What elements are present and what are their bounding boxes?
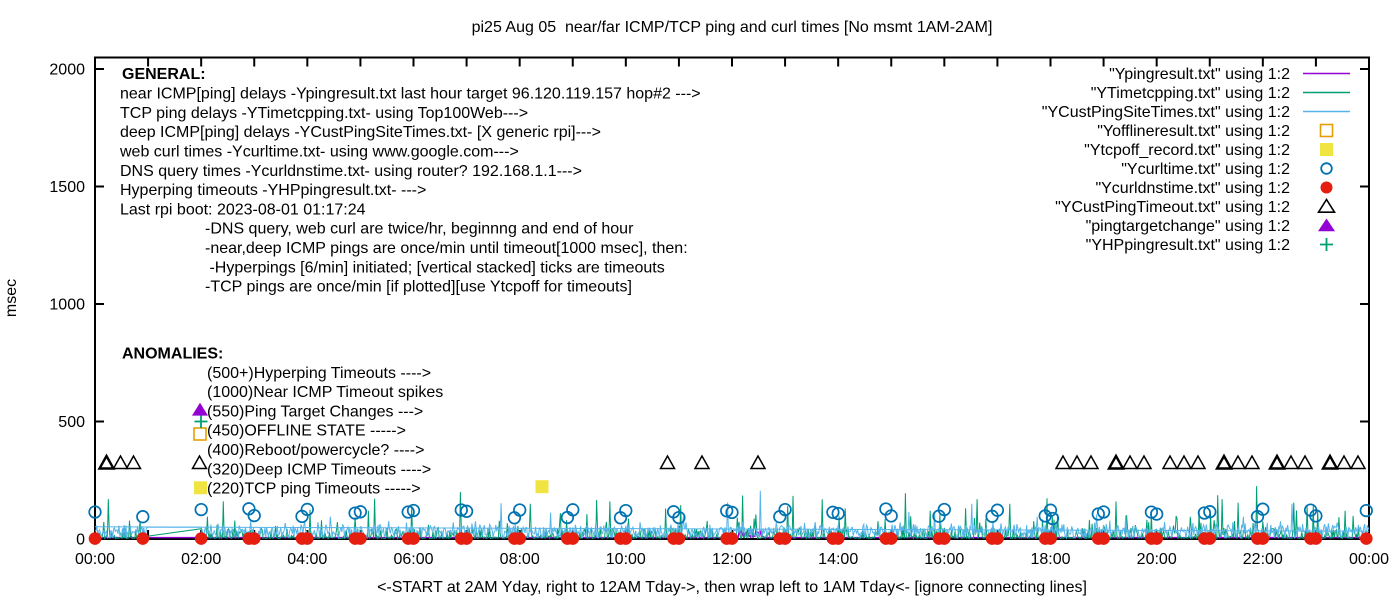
svg-text:(400)Reboot/powercycle? ---->: (400)Reboot/powercycle? ---->: [207, 442, 424, 459]
svg-text:(320)Deep ICMP Timeouts ---->: (320)Deep ICMP Timeouts ---->: [207, 461, 431, 478]
svg-text:(550)Ping Target Changes --->: (550)Ping Target Changes --->: [207, 403, 423, 420]
svg-text:msec: msec: [3, 279, 20, 317]
svg-text:"Ycurltime.txt" using 1:2: "Ycurltime.txt" using 1:2: [1121, 161, 1290, 178]
svg-text:14:00: 14:00: [818, 551, 858, 568]
svg-text:(450)OFFLINE STATE ----->: (450)OFFLINE STATE ----->: [207, 423, 406, 440]
svg-text:08:00: 08:00: [500, 551, 540, 568]
svg-text:"YCustPingSiteTimes.txt" using: "YCustPingSiteTimes.txt" using 1:2: [1042, 104, 1290, 121]
svg-text:2000: 2000: [49, 62, 85, 79]
svg-text:"YTimetcpping.txt" using 1:2: "YTimetcpping.txt" using 1:2: [1091, 85, 1290, 102]
svg-text:"Ytcpoff_record.txt" using 1:2: "Ytcpoff_record.txt" using 1:2: [1084, 142, 1290, 159]
svg-text:500: 500: [58, 414, 85, 431]
svg-text:12:00: 12:00: [712, 551, 752, 568]
svg-text:20:00: 20:00: [1137, 551, 1177, 568]
svg-text:pi25 Aug 05 near/far ICMP/TCP: pi25 Aug 05 near/far ICMP/TCP ping and c…: [472, 19, 993, 36]
svg-text:06:00: 06:00: [393, 551, 433, 568]
svg-text:04:00: 04:00: [287, 551, 327, 568]
svg-text:"YHPpingresult.txt" using 1:2: "YHPpingresult.txt" using 1:2: [1086, 237, 1290, 254]
svg-text:-DNS query, web curl are twice: -DNS query, web curl are twice/hr, begin…: [205, 221, 634, 238]
svg-text:16:00: 16:00: [924, 551, 964, 568]
svg-text:TCP ping delays -YTimetcpping.: TCP ping delays -YTimetcpping.txt- using…: [120, 105, 528, 122]
svg-text:-Hyperpings [6/min] initiated;: -Hyperpings [6/min] initiated; [vertical…: [205, 259, 665, 276]
svg-text:(1000)Near ICMP Timeout spikes: (1000)Near ICMP Timeout spikes: [207, 384, 443, 401]
svg-text:Last rpi boot: 2023-08-01 01:1: Last rpi boot: 2023-08-01 01:17:24: [120, 201, 366, 218]
svg-text:22:00: 22:00: [1243, 551, 1283, 568]
svg-text:1500: 1500: [49, 179, 85, 196]
svg-text:<-START at 2AM Yday, right to: <-START at 2AM Yday, right to 12AM Tday-…: [377, 579, 1087, 596]
svg-text:-TCP pings are once/min [if pl: -TCP pings are once/min [if plotted][use…: [205, 279, 632, 296]
svg-text:"Ypingresult.txt" using 1:2: "Ypingresult.txt" using 1:2: [1109, 66, 1290, 83]
svg-text:02:00: 02:00: [181, 551, 221, 568]
svg-text:1000: 1000: [49, 297, 85, 314]
svg-text:ANOMALIES:: ANOMALIES:: [122, 346, 223, 363]
svg-text:0: 0: [76, 532, 85, 549]
svg-text:near ICMP[ping] delays -Ypingr: near ICMP[ping] delays -Ypingresult.txt …: [120, 86, 701, 103]
svg-text:(500+)Hyperping Timeouts ---->: (500+)Hyperping Timeouts ---->: [207, 365, 431, 382]
svg-text:"pingtargetchange" using 1:2: "pingtargetchange" using 1:2: [1086, 218, 1291, 235]
svg-text:10:00: 10:00: [606, 551, 646, 568]
svg-text:18:00: 18:00: [1030, 551, 1070, 568]
svg-text:deep ICMP[ping] delays -YCustP: deep ICMP[ping] delays -YCustPingSiteTim…: [120, 124, 601, 141]
svg-text:"YCustPingTimeout.txt" using 1: "YCustPingTimeout.txt" using 1:2: [1055, 199, 1290, 216]
svg-text:Hyperping timeouts -YHPpingres: Hyperping timeouts -YHPpingresult.txt- -…: [120, 182, 426, 199]
svg-text:"Yofflineresult.txt" using 1:2: "Yofflineresult.txt" using 1:2: [1097, 123, 1290, 140]
svg-text:(220)TCP ping Timeouts ----->: (220)TCP ping Timeouts ----->: [207, 481, 421, 498]
svg-text:web curl times -Ycurltime.txt-: web curl times -Ycurltime.txt- using www…: [119, 144, 519, 161]
svg-text:GENERAL:: GENERAL:: [122, 66, 206, 83]
svg-text:00:00: 00:00: [75, 551, 115, 568]
svg-text:"Ycurldnstime.txt" using 1:2: "Ycurldnstime.txt" using 1:2: [1095, 180, 1290, 197]
svg-text:00:00: 00:00: [1349, 551, 1389, 568]
svg-text:-near,deep ICMP pings are once: -near,deep ICMP pings are once/min until…: [205, 240, 688, 257]
svg-text:DNS query times -Ycurldnstime.: DNS query times -Ycurldnstime.txt- using…: [120, 163, 582, 180]
